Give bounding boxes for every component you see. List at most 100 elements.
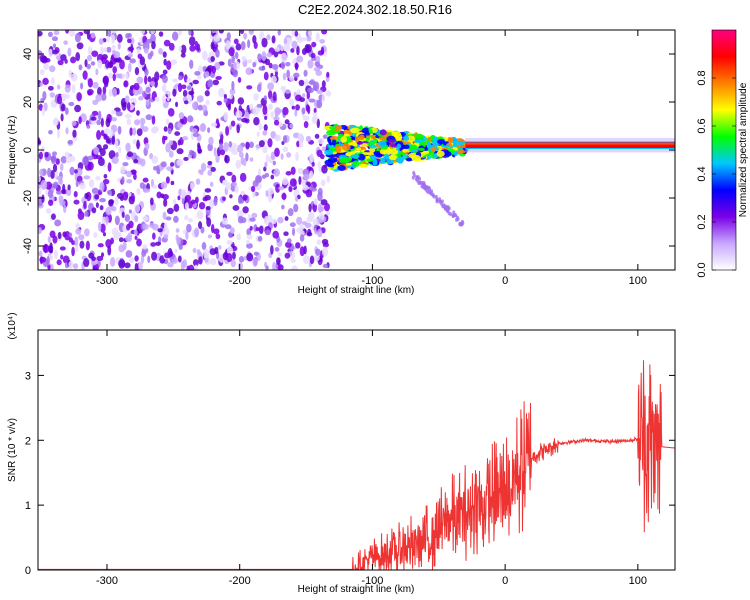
heatmap-cell: [84, 228, 90, 237]
heatmap-cell: [69, 166, 75, 176]
heatmap-cell: [236, 233, 241, 241]
heatmap-cell: [86, 124, 91, 129]
heatmap-cell: [231, 174, 237, 183]
heatmap-cell: [74, 104, 82, 113]
heatmap-cell: [287, 238, 292, 244]
heatmap-cell: [320, 199, 328, 206]
heatmap-cell: [105, 206, 112, 216]
heatmap-cell: [263, 71, 269, 81]
heatmap-cell: [118, 244, 125, 253]
heatmap-cell: [224, 154, 230, 164]
heatmap-cell: [130, 195, 135, 202]
heatmap-cell: [273, 116, 280, 121]
heatmap-cell: [125, 142, 131, 152]
heatmap-cell: [57, 59, 64, 66]
heatmap-cell: [263, 124, 268, 131]
heatmap-cell: [254, 175, 262, 184]
heatmap-cell: [229, 88, 236, 95]
heatmap-cell: [465, 143, 675, 145]
heatmap-cell: [56, 175, 63, 181]
heatmap-cell: [298, 175, 302, 185]
heatmap-cell: [226, 32, 231, 40]
heatmap-cell: [147, 76, 152, 83]
heatmap-cell: [144, 142, 150, 150]
heatmap-cell: [102, 232, 107, 237]
heatmap-cell: [267, 82, 275, 91]
heatmap-cell: [166, 60, 172, 71]
heatmap-cell: [253, 117, 260, 126]
heatmap-cell: [197, 104, 203, 111]
heatmap-cell: [90, 61, 96, 66]
bottom-y-ticks: 0 1 2 3: [25, 370, 675, 577]
heatmap-cell: [218, 30, 224, 34]
heatmap-cell: [64, 107, 69, 115]
heatmap-cell: [117, 125, 122, 135]
heatmap-cell: [256, 131, 260, 137]
heatmap-cell: [310, 52, 316, 59]
heatmap-cell: [162, 94, 166, 104]
heatmap-cell: [111, 44, 116, 50]
snr-background: [38, 330, 675, 570]
heatmap-cell: [203, 248, 210, 259]
heatmap-cell: [369, 144, 377, 149]
heatmap-cell: [210, 41, 215, 50]
heatmap-cell: [188, 30, 192, 36]
heatmap-cell: [190, 130, 195, 140]
heatmap-cell: [262, 130, 268, 136]
heatmap-cell: [186, 85, 192, 90]
heatmap-cell: [307, 87, 314, 94]
heatmap-cell: [155, 241, 161, 246]
heatmap-cell: [187, 264, 195, 270]
heatmap-cell: [283, 37, 288, 45]
heatmap-cell: [224, 224, 232, 230]
heatmap-cell: [108, 199, 114, 207]
heatmap-cell: [68, 69, 72, 78]
heatmap-cell: [359, 164, 369, 168]
heatmap-cell: [465, 142, 675, 148]
heatmap-cell: [222, 179, 228, 185]
heatmap-cell: [91, 187, 99, 195]
heatmap-cell: [183, 100, 189, 105]
heatmap-cell: [41, 194, 45, 203]
heatmap-cell: [207, 143, 213, 152]
heatmap-cell: [94, 194, 100, 200]
heatmap-cell: [76, 92, 82, 102]
heatmap-cell: [322, 134, 329, 139]
heatmap-cell: [157, 228, 163, 233]
heatmap-cell: [443, 206, 447, 211]
heatmap-cell: [287, 208, 294, 217]
heatmap-cell: [316, 239, 322, 245]
heatmap-cell: [276, 257, 281, 266]
heatmap-cell: [100, 129, 105, 137]
heatmap-cell: [133, 159, 139, 164]
heatmap-cell: [196, 210, 204, 219]
heatmap-cell: [47, 236, 51, 244]
heatmap-cell: [388, 154, 398, 161]
heatmap-cell: [350, 127, 360, 134]
heatmap-cell: [46, 256, 50, 266]
heatmap-cell: [127, 53, 133, 58]
heatmap-cell: [160, 181, 168, 189]
heatmap-cell: [265, 229, 271, 236]
heatmap-cell: [221, 217, 229, 225]
heatmap-cell: [202, 196, 208, 202]
heatmap-cell: [75, 52, 81, 62]
heatmap-cell: [47, 31, 53, 37]
heatmap-cell: [313, 254, 320, 262]
heatmap-cell: [209, 181, 214, 187]
heatmap-cell: [177, 255, 182, 263]
heatmap-cell: [258, 225, 264, 234]
heatmap-cell: [308, 203, 312, 213]
heatmap-cell: [52, 235, 58, 244]
heatmap-cell: [121, 102, 127, 111]
heatmap-cell: [78, 234, 85, 241]
heatmap-cell: [272, 91, 277, 102]
heatmap-cell: [307, 228, 312, 236]
y-tick-label: 0: [22, 147, 34, 153]
heatmap-cell: [357, 153, 366, 161]
heatmap-cell: [282, 106, 289, 116]
heatmap-cell: [124, 262, 131, 269]
heatmap-cell: [73, 190, 78, 198]
heatmap-cell: [305, 44, 312, 53]
heatmap-cell: [43, 244, 47, 254]
